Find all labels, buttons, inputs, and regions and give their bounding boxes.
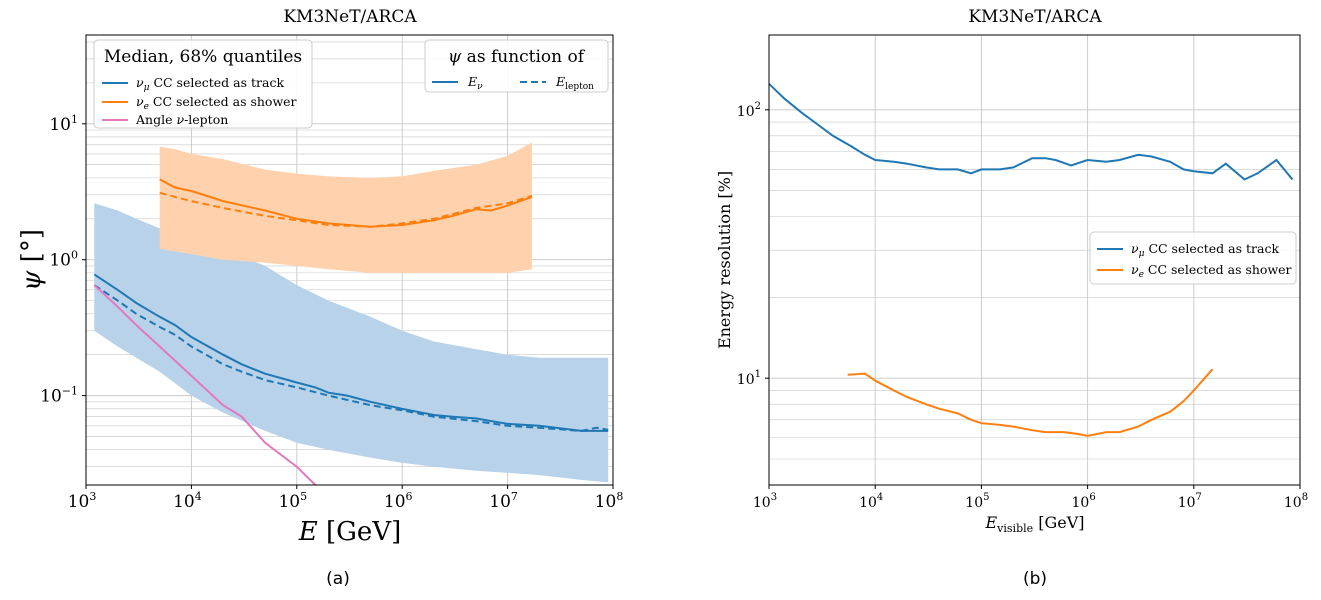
- quantile-band-1: [159, 142, 532, 273]
- legend-b-entry-0: νμ CC selected as track: [1131, 241, 1279, 259]
- panel-b-legend: νμ CC selected as track νe CC selected a…: [1089, 231, 1297, 285]
- panel-b-y-ticks: 101 102: [737, 101, 769, 388]
- y-tick-label: 101: [737, 369, 761, 388]
- panel-a-xlabel: E [GeV]: [298, 517, 401, 547]
- panel-b-frame: [768, 34, 1301, 486]
- panel-b-lines: [769, 83, 1294, 437]
- panel-a-title: KM3NeT/ARCA: [283, 7, 417, 27]
- panel-a-lines: [93, 178, 609, 485]
- panel-a-legend-main: Median, 68% quantiles νμ CC selected as …: [93, 39, 313, 129]
- series-line-1: [93, 284, 609, 432]
- x-tick-label: 108: [1284, 492, 1308, 511]
- panel-a-label: (a): [326, 569, 350, 589]
- x-tick-label: 106: [384, 490, 413, 512]
- legend-main-entry-2: Angle ν-lepton: [135, 112, 228, 127]
- legend-style-entry-0: Eν: [467, 74, 483, 92]
- series-line-1: [847, 368, 1214, 437]
- x-tick-label: 106: [1071, 492, 1095, 511]
- y-tick-label: 10−1: [40, 385, 78, 407]
- legend-main-entry-0: νμ CC selected as track: [136, 75, 284, 93]
- panel-b-title: KM3NeT/ARCA: [968, 7, 1102, 27]
- series-line-0: [769, 83, 1294, 181]
- series-line-3: [159, 191, 533, 228]
- x-tick-label: 107: [1178, 492, 1202, 511]
- legend-b-entry-1: νe CC selected as shower: [1131, 262, 1292, 280]
- legend-main-title: Median, 68% quantiles: [104, 47, 302, 67]
- panel-b-label: (b): [1023, 569, 1047, 589]
- legend-style-entry-1: Elepton: [555, 74, 594, 92]
- x-tick-label: 104: [859, 492, 883, 511]
- panel-a: KM3NeT/ARCA 103 104 105 106 107 108 10−110010…: [17, 7, 623, 589]
- panel-a-legend-style: ψ as function of Eν Elepton: [424, 39, 609, 93]
- panel-a-y-ticks: 10−1 100 101: [40, 113, 86, 407]
- quantile-band-0: [94, 203, 609, 483]
- y-tick-label: 100: [49, 249, 78, 271]
- panel-a-bands: [94, 142, 609, 483]
- x-tick-label: 107: [489, 490, 518, 512]
- x-tick-label: 108: [595, 490, 624, 512]
- panel-b-x-ticks: 103 104 105 106 107 108: [753, 485, 1308, 511]
- panel-a-x-ticks: 103 104 105 106 107 108: [68, 485, 624, 512]
- panel-b: KM3NeT/ARCA 103 104 105 106 107 108 101 102 Ev…: [715, 7, 1308, 589]
- x-tick-label: 103: [753, 492, 777, 511]
- y-tick-label: 101: [49, 113, 78, 135]
- panel-a-ylabel: ψ [°]: [17, 229, 47, 291]
- x-tick-label: 105: [278, 490, 307, 512]
- panel-b-ylabel: Energy resolution [%]: [715, 171, 734, 349]
- series-line-4: [93, 284, 317, 485]
- x-tick-label: 105: [965, 492, 989, 511]
- panel-b-xlabel: Evisible [GeV]: [984, 513, 1084, 535]
- legend-main-entry-1: νe CC selected as shower: [136, 94, 297, 112]
- series-line-0: [93, 273, 609, 432]
- x-tick-label: 103: [68, 490, 97, 512]
- x-tick-label: 104: [173, 490, 202, 512]
- legend-style-title: ψ as function of: [448, 47, 586, 67]
- y-tick-label: 102: [737, 101, 761, 120]
